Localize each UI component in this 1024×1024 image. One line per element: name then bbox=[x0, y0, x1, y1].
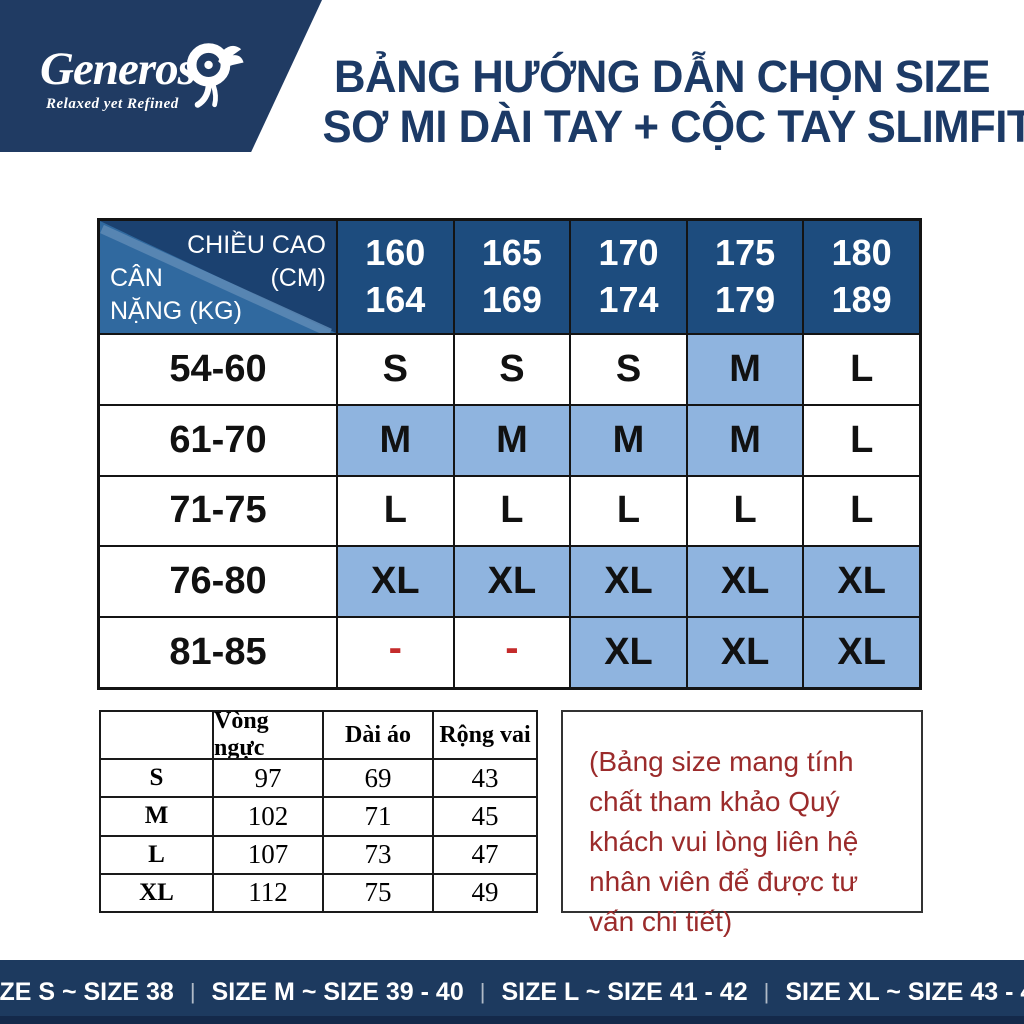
measurement-size-label: S bbox=[101, 758, 212, 796]
height-column-header: 175 179 bbox=[685, 221, 803, 333]
height-column-header: 180 189 bbox=[802, 221, 919, 333]
size-cell: M bbox=[685, 333, 803, 404]
size-cell: L bbox=[802, 403, 919, 475]
size-cell: L bbox=[802, 333, 919, 404]
size-cell: - bbox=[336, 616, 453, 687]
weight-row-label: 61-70 bbox=[100, 403, 336, 475]
table-corner-cell: CHIỀU CAO (CM) CÂN NẶNG (KG) bbox=[100, 221, 336, 333]
footer-bottom-strip bbox=[0, 1016, 1024, 1024]
weight-row-label: 81-85 bbox=[100, 616, 336, 687]
height-axis-label: CHIỀU CAO (CM) bbox=[187, 231, 326, 292]
measurement-value: 69 bbox=[322, 758, 432, 797]
measurement-value: 102 bbox=[212, 796, 322, 835]
size-cell: XL bbox=[802, 545, 919, 617]
measurement-value: 107 bbox=[212, 834, 322, 873]
ram-logo-icon bbox=[186, 43, 244, 108]
brand-tagline: Relaxed yet Refined bbox=[46, 96, 179, 112]
page-title-line1: BẢNG HƯỚNG DẪN CHỌN SIZE bbox=[334, 51, 990, 102]
brand-logo-text: Generos bbox=[40, 43, 196, 95]
weight-axis-label: CÂN NẶNG (KG) bbox=[110, 264, 242, 325]
measurement-column-header: Dài áo bbox=[322, 712, 432, 758]
measurement-column-header: Rộng vai bbox=[432, 712, 536, 758]
measurement-value: 47 bbox=[432, 834, 536, 873]
footer-separator: | bbox=[479, 979, 486, 1004]
size-cell: XL bbox=[569, 616, 686, 687]
measurement-value: 49 bbox=[432, 872, 536, 911]
height-column-header: 160 164 bbox=[336, 221, 453, 333]
size-cell: S bbox=[452, 333, 570, 404]
size-cell: S bbox=[336, 333, 453, 404]
measurement-size-label: XL bbox=[101, 872, 212, 911]
size-cell: S bbox=[569, 333, 686, 404]
height-column-header: 170 174 bbox=[569, 221, 686, 333]
size-cell: L bbox=[336, 474, 453, 546]
size-cell: M bbox=[452, 403, 570, 475]
size-selection-table: CHIỀU CAO (CM) CÂN NẶNG (KG) 160 164 165… bbox=[97, 218, 922, 690]
footer-separator: | bbox=[763, 979, 770, 1004]
measurement-size-label: L bbox=[101, 834, 212, 873]
size-cell: XL bbox=[452, 545, 570, 617]
measurement-value: 45 bbox=[432, 796, 536, 835]
size-cell: XL bbox=[802, 616, 919, 687]
measurement-value: 43 bbox=[432, 758, 536, 797]
measurement-value: 75 bbox=[322, 872, 432, 911]
footer-size-mapping-bar: SIZE S ~ SIZE 38 | SIZE M ~ SIZE 39 - 40… bbox=[0, 960, 1024, 1024]
size-cell: L bbox=[802, 474, 919, 546]
measurement-value: 71 bbox=[322, 796, 432, 835]
footer-separator: | bbox=[189, 979, 196, 1004]
size-cell: L bbox=[452, 474, 570, 546]
weight-row-label: 76-80 bbox=[100, 545, 336, 616]
brand-banner: Generos Relaxed yet Refined bbox=[0, 0, 322, 152]
footer-size-mapping: SIZE L ~ SIZE 41 - 42 bbox=[501, 977, 748, 1006]
footer-size-mapping: SIZE S ~ SIZE 38 bbox=[0, 977, 174, 1006]
measurements-corner-cell bbox=[101, 712, 212, 758]
size-cell: L bbox=[569, 474, 686, 546]
height-column-header: 165 169 bbox=[452, 221, 570, 333]
measurements-table: Vòng ngực Dài áo Rộng vai S 97 69 43 M 1… bbox=[99, 708, 538, 913]
size-cell: XL bbox=[685, 545, 803, 617]
footer-size-mapping: SIZE XL ~ SIZE 43 - 44 bbox=[785, 977, 1024, 1006]
size-cell: L bbox=[685, 474, 803, 546]
page-title: BẢNG HƯỚNG DẪN CHỌN SIZE SƠ MI DÀI TAY +… bbox=[322, 51, 1024, 152]
diagonal-split-background bbox=[100, 221, 336, 333]
advisory-note: (Bảng size mang tính chất tham khảo Quý … bbox=[561, 710, 923, 937]
footer-size-mapping: SIZE M ~ SIZE 39 - 40 bbox=[211, 977, 464, 1006]
measurement-column-header: Vòng ngực bbox=[212, 708, 322, 761]
size-cell: XL bbox=[685, 616, 803, 687]
size-cell: - bbox=[452, 616, 570, 687]
size-cell: XL bbox=[569, 545, 686, 617]
size-cell: M bbox=[336, 403, 453, 475]
size-cell: M bbox=[685, 403, 803, 475]
size-cell: M bbox=[569, 403, 686, 475]
measurement-value: 112 bbox=[212, 872, 322, 911]
size-cell: XL bbox=[336, 545, 453, 617]
measurement-value: 73 bbox=[322, 834, 432, 873]
measurement-value: 97 bbox=[212, 758, 322, 797]
weight-row-label: 54-60 bbox=[100, 333, 336, 404]
page-title-line2: SƠ MI DÀI TAY + CỘC TAY SLIMFIT bbox=[322, 100, 1024, 152]
weight-row-label: 71-75 bbox=[100, 474, 336, 546]
measurement-size-label: M bbox=[101, 796, 212, 834]
